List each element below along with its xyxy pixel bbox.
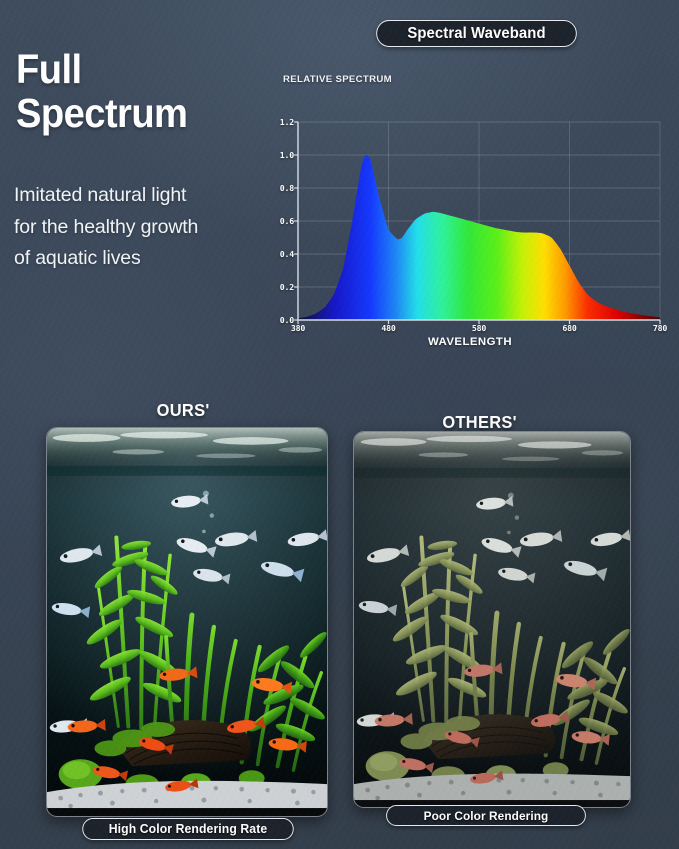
aquarium-photo-ours-image (47, 428, 327, 816)
chart-plot-area: 0.0 0.2 0.4 0.6 0.8 1.0 1.2 380 480 580 680 780 (280, 117, 668, 333)
chart-y-tick-label: 0.2 (279, 282, 294, 292)
spectrum-chart: RELATIVE SPECTRUM 0.0 0.2 0.4 0.6 0.8 1.0 1.2 … (270, 64, 670, 352)
chart-x-tick-label: 780 (652, 323, 668, 333)
page-subtitle-line-3: of aquatic lives (14, 247, 141, 270)
spectral-waveband-badge-label: Spectral Waveband (407, 24, 546, 42)
chart-x-tick-label: 380 (290, 323, 306, 333)
chart-x-tick-label: 680 (562, 323, 577, 333)
page-title: Full Spectrum (16, 46, 249, 136)
chart-x-tick-label: 580 (471, 323, 487, 333)
chart-y-tick-label: 1.0 (279, 150, 294, 160)
chart-y-tick-label: 0.0 (279, 315, 294, 325)
aquarium-photo-ours (46, 427, 328, 817)
chart-y-tick-label: 1.2 (279, 117, 294, 127)
page-title-line-2: Spectrum (16, 89, 188, 136)
chart-y-tick-label: 0.6 (279, 216, 294, 226)
caption-ours: High Color Rendering Rate (82, 818, 294, 840)
chart-tick-marks (294, 121, 661, 324)
spectral-waveband-badge: Spectral Waveband (376, 20, 577, 47)
page-title-line-1: Full (16, 46, 82, 92)
aquarium-photo-others-image (354, 432, 630, 807)
comparison-title-ours: OURS' (156, 400, 210, 420)
caption-ours-label: High Color Rendering Rate (108, 822, 268, 836)
comparison-title-others: OTHERS' (442, 412, 517, 432)
chart-y-tick-label: 0.4 (279, 249, 294, 259)
page-subtitle: Imitated natural light for the healthy g… (14, 180, 272, 275)
caption-others: Poor Color Rendering (386, 805, 586, 826)
chart-x-axis-label: WAVELENGTH (427, 336, 513, 348)
spectrum-area-fill (298, 154, 660, 320)
caption-others-label: Poor Color Rendering (423, 808, 549, 823)
spectrum-curve-svg (294, 121, 661, 324)
page-subtitle-line-2: for the healthy growth (14, 215, 199, 238)
chart-x-tick-label: 480 (381, 323, 396, 333)
page-subtitle-line-1: Imitated natural light (14, 184, 187, 206)
chart-title: RELATIVE SPECTRUM (283, 74, 393, 85)
chart-y-tick-label: 0.8 (279, 183, 294, 193)
aquarium-photo-others (353, 431, 631, 808)
